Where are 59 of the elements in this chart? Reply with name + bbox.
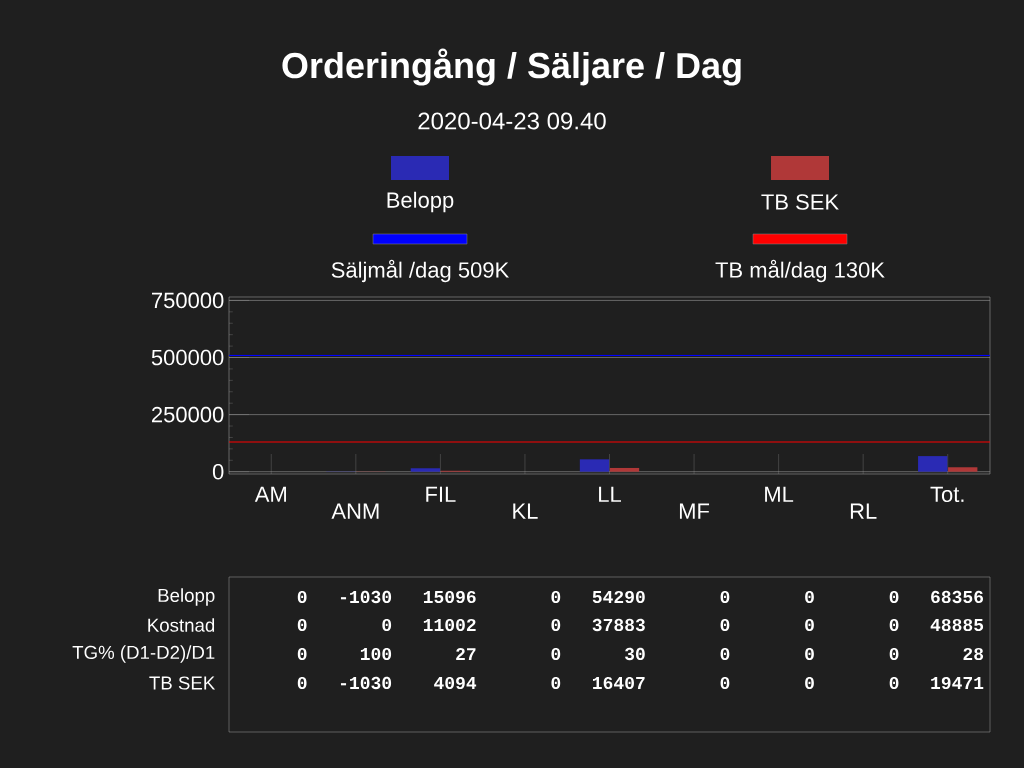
x-tick-label: AM xyxy=(254,486,286,502)
text: TB SEK xyxy=(149,676,216,690)
text: 0 xyxy=(720,618,730,632)
text: 0 xyxy=(889,647,899,661)
text: TG% (D1-D2)/D1 xyxy=(72,645,215,663)
x-tick-label: LL xyxy=(599,486,621,502)
text: 11002 xyxy=(423,618,476,632)
text: 0 xyxy=(805,647,814,661)
text: 0 xyxy=(551,647,561,661)
data-label: 19471 xyxy=(931,676,984,690)
data-label: -1030 xyxy=(340,590,392,604)
text: 37883 xyxy=(592,618,645,632)
text: 48885 xyxy=(930,618,984,632)
x-tick-label: FIL xyxy=(426,486,456,502)
text: 0 xyxy=(382,618,392,632)
data-label: 0 xyxy=(889,590,899,604)
legend-label: Säljmål /dag 509K xyxy=(331,259,509,283)
y-tick-label: 250000 xyxy=(151,406,224,423)
data-label: 0 xyxy=(297,676,307,690)
text: Belopp xyxy=(158,588,215,606)
text: Kostnad xyxy=(148,618,215,632)
data-label: 15096 xyxy=(423,590,476,604)
data-label: 0 xyxy=(551,590,561,604)
legend-label: TB mål/dag 130K xyxy=(715,259,885,283)
legend-label: TB SEK xyxy=(761,194,839,210)
text: 0 xyxy=(551,618,561,632)
x-tick-label: ANM xyxy=(331,503,379,519)
text: 0 xyxy=(720,647,730,661)
data-label: 4094 xyxy=(434,676,477,690)
legend-label: Belopp xyxy=(387,191,454,213)
y-tick-label: 0 xyxy=(212,463,224,480)
text: 0 xyxy=(297,647,307,661)
x-tick-label: ML xyxy=(765,486,794,502)
data-label: 54290 xyxy=(592,590,645,604)
data-label: 0 xyxy=(805,676,814,690)
x-tick-label: KL xyxy=(513,503,538,519)
data-label: -1030 xyxy=(340,676,392,690)
data-label: 0 xyxy=(551,676,561,690)
text: 0 xyxy=(889,618,899,632)
y-tick-label: 500000 xyxy=(151,349,224,366)
data-label: 0 xyxy=(805,590,814,604)
y-tick-label: 750000 xyxy=(152,292,224,309)
text: 0 xyxy=(297,618,307,632)
text: 0 xyxy=(805,618,814,632)
x-tick-label: RL xyxy=(850,503,877,519)
chart-subtitle: 2020-04-23 09.40 xyxy=(418,112,606,130)
data-label: 0 xyxy=(720,676,730,690)
text: 27 xyxy=(456,647,476,661)
x-tick-label: Tot. xyxy=(930,486,964,503)
chart-title: Orderingång / Säljare / Dag xyxy=(282,48,741,86)
text: 28 xyxy=(963,647,984,661)
text: 100 xyxy=(360,647,392,661)
text: 30 xyxy=(625,647,645,661)
data-label: 0 xyxy=(889,676,899,690)
data-label: 16407 xyxy=(593,676,645,690)
x-tick-label: MF xyxy=(679,503,710,519)
data-label: 0 xyxy=(297,590,307,604)
data-label: 0 xyxy=(720,590,730,604)
data-label: 68356 xyxy=(931,590,984,604)
